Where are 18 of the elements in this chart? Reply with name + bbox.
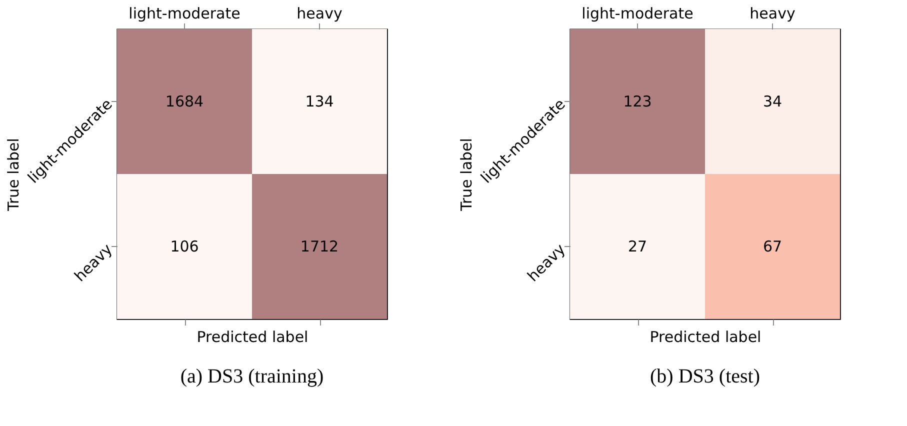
x-tick-label: light-moderate xyxy=(582,4,694,22)
data-label: 134 xyxy=(305,92,334,110)
data-label: 1712 xyxy=(300,238,339,256)
x-axis-title: Predicted label xyxy=(650,328,762,346)
text: (a) DS3 (training) xyxy=(180,366,324,388)
data-label: 27 xyxy=(628,238,648,256)
data-label: 1684 xyxy=(165,92,204,110)
x-tick-label: heavy xyxy=(296,4,342,22)
data-label: 106 xyxy=(170,238,199,256)
data-label: 34 xyxy=(762,92,782,110)
x-axis-title: Predicted label xyxy=(196,328,308,346)
x-tick-label: light-moderate xyxy=(128,4,240,22)
data-label: 123 xyxy=(623,92,652,110)
x-tick-label: heavy xyxy=(750,4,796,22)
y-axis-title: True label xyxy=(458,138,476,212)
data-label: 67 xyxy=(762,238,782,256)
text: (b) DS3 (test) xyxy=(650,366,760,388)
y-axis-title: True label xyxy=(4,138,23,212)
